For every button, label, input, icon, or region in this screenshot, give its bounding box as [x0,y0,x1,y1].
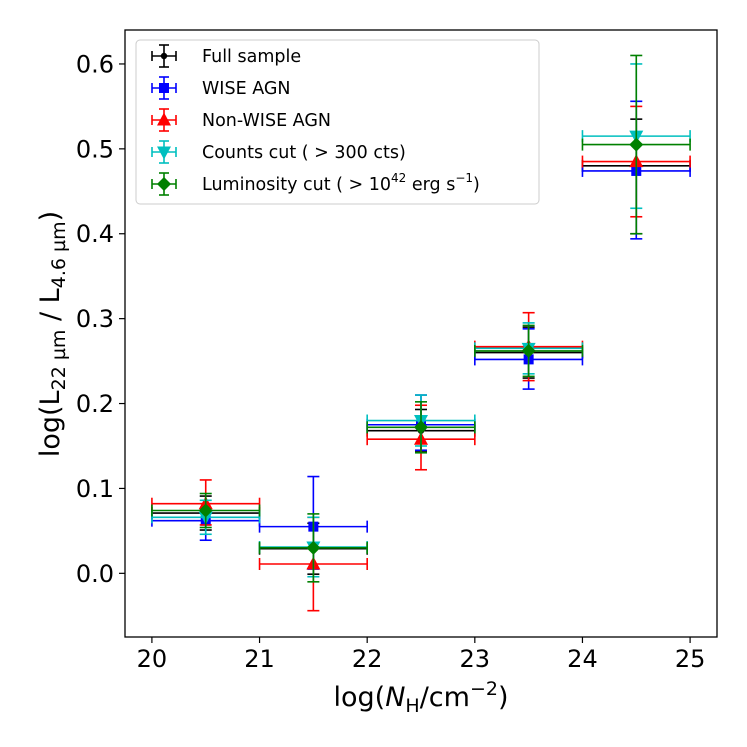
legend-marker [157,177,171,191]
legend-label-luminosity-cut: Luminosity cut ( > 1042 erg s−1) [202,171,480,195]
x-tick-label: 20 [137,645,168,673]
legend-marker [159,83,169,93]
x-tick-label: 21 [244,645,275,673]
data-point [306,540,321,555]
y-tick-label: 0.3 [76,305,114,333]
legend-label-counts-cut: Counts cut ( > 300 cts) [202,143,406,163]
legend-label-full-sample: Full sample [202,47,301,67]
plot-frame [124,29,718,638]
x-tick-label: 22 [352,645,383,673]
y-tick-label: 0.4 [76,220,114,248]
plot-area [151,54,691,612]
y-axis-title: log(L22 µm / L4.6 µm) [35,211,70,457]
series-4 [151,54,691,583]
data-point [521,343,536,358]
legend-handles [151,44,177,196]
y-tick-label: 0.0 [76,560,114,588]
legend-box [135,39,540,205]
data-point [414,420,428,435]
axis-ticks: 20 21 22 23 24 25 0.0 0.1 0.2 0.3 0.4 0.5 0.6 [76,50,706,673]
y-tick-label: 0.2 [76,390,114,418]
legend-label-non-wise-agn: Non-WISE AGN [202,111,331,131]
y-tick-label: 0.6 [76,50,114,78]
x-tick-label: 23 [460,645,491,673]
legend-handle-2 [151,108,177,132]
x-tick-label: 24 [567,645,598,673]
y-tick-label: 0.5 [76,135,114,163]
legend-handle-1 [151,76,177,100]
x-axis-title: log(NH/cm−2) [333,678,508,717]
legend-handle-0 [151,44,177,68]
legend-marker [160,52,168,60]
data-point [629,137,644,152]
y-tick-label: 0.1 [76,475,114,503]
legend-marker [157,146,171,160]
legend: Full sample WISE AGN Non-WISE AGN Counts… [135,39,540,205]
x-tick-label: 25 [675,645,706,673]
data-point [198,503,213,518]
legend-handle-4 [151,172,177,196]
legend-label-wise-agn: WISE AGN [202,79,291,99]
legend-handle-3 [151,140,177,164]
legend-marker [157,112,171,126]
